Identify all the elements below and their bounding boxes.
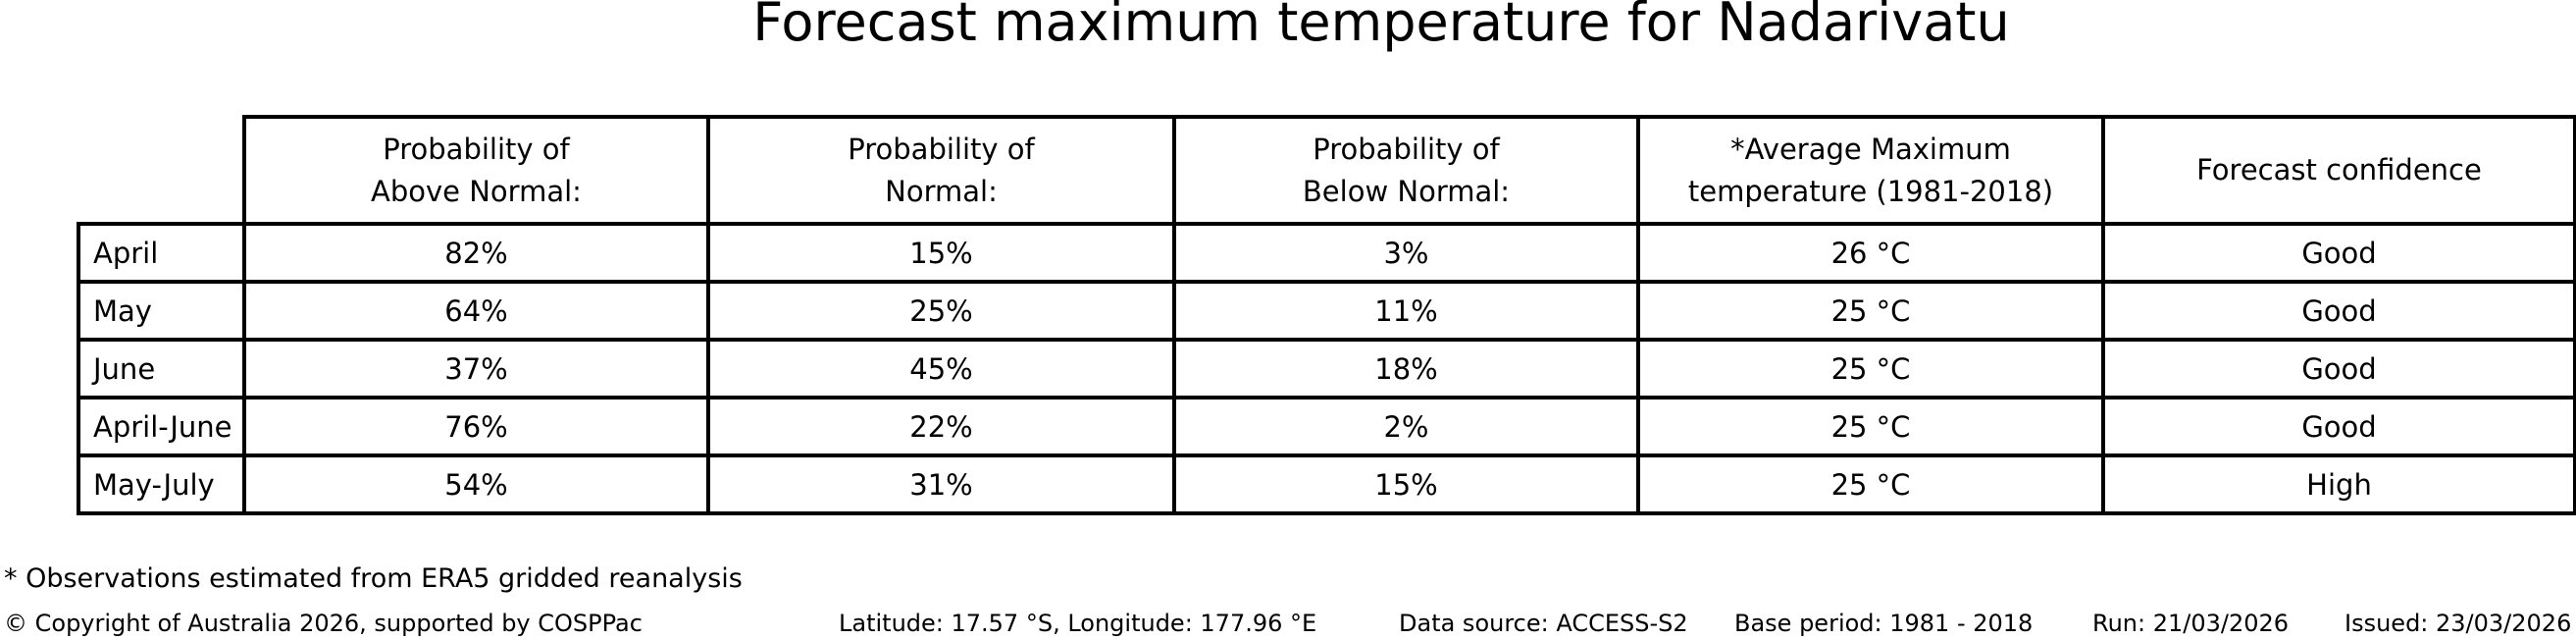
corner-cell	[78, 117, 244, 224]
value-cell-above: 82%	[242, 222, 710, 284]
value-cell-confidence: Good	[2101, 280, 2576, 342]
value-cell-above: 37%	[242, 338, 710, 400]
value-cell-normal: 22%	[706, 396, 1176, 457]
value-cell-below: 15%	[1172, 453, 1640, 515]
value-cell-normal: 15%	[706, 222, 1176, 284]
forecast-table: Probability of Above Normal: Probability…	[77, 115, 2576, 515]
month-cell: June	[77, 338, 246, 400]
header-row: Probability of Above Normal: Probability…	[78, 115, 2576, 226]
value-cell-confidence: Good	[2101, 338, 2576, 400]
table-row-june: June 37% 45% 18% 25 °C Good	[77, 338, 2576, 400]
value-cell-confidence: Good	[2101, 396, 2576, 457]
value-cell-below: 18%	[1172, 338, 1640, 400]
month-cell: May	[77, 280, 246, 342]
value-cell-below: 2%	[1172, 396, 1640, 457]
table-row-april-june: April-June 76% 22% 2% 25 °C Good	[77, 396, 2576, 457]
value-cell-normal: 31%	[706, 453, 1176, 515]
value-cell-below: 3%	[1172, 222, 1640, 284]
location-text: Latitude: 17.57 °S, Longitude: 177.96 °E	[839, 610, 1317, 637]
value-cell-avg-temp: 25 °C	[1636, 453, 2105, 515]
table-row-april: April 82% 15% 3% 26 °C Good	[77, 222, 2576, 284]
copyright-text: © Copyright of Australia 2026, supported…	[4, 610, 643, 637]
value-cell-confidence: High	[2101, 453, 2576, 515]
data-source-text: Data source: ACCESS-S2	[1399, 610, 1688, 637]
page-title: Forecast maximum temperature for Nadariv…	[752, 0, 2010, 53]
value-cell-above: 64%	[242, 280, 710, 342]
column-header-normal: Probability of Normal:	[706, 115, 1176, 226]
column-header-below-normal: Probability of Below Normal:	[1172, 115, 1640, 226]
table-row-may: May 64% 25% 11% 25 °C Good	[77, 280, 2576, 342]
value-cell-normal: 25%	[706, 280, 1176, 342]
value-cell-normal: 45%	[706, 338, 1176, 400]
value-cell-avg-temp: 25 °C	[1636, 396, 2105, 457]
value-cell-avg-temp: 25 °C	[1636, 338, 2105, 400]
column-header-average-max-temp: *Average Maximum temperature (1981-2018)	[1636, 115, 2105, 226]
issued-date-text: Issued: 23/03/2026	[2344, 610, 2572, 637]
value-cell-above: 76%	[242, 396, 710, 457]
footnote: * Observations estimated from ERA5 gridd…	[4, 563, 743, 594]
value-cell-avg-temp: 26 °C	[1636, 222, 2105, 284]
run-date-text: Run: 21/03/2026	[2092, 610, 2290, 637]
value-cell-avg-temp: 25 °C	[1636, 280, 2105, 342]
month-cell: May-July	[77, 453, 246, 515]
base-period-text: Base period: 1981 - 2018	[1734, 610, 2034, 637]
month-cell: April	[77, 222, 246, 284]
value-cell-above: 54%	[242, 453, 710, 515]
value-cell-confidence: Good	[2101, 222, 2576, 284]
month-cell: April-June	[77, 396, 246, 457]
column-header-forecast-confidence: Forecast confidence	[2101, 115, 2576, 226]
column-header-above-normal: Probability of Above Normal:	[242, 115, 710, 226]
value-cell-below: 11%	[1172, 280, 1640, 342]
table-row-may-july: May-July 54% 31% 15% 25 °C High	[77, 453, 2576, 515]
